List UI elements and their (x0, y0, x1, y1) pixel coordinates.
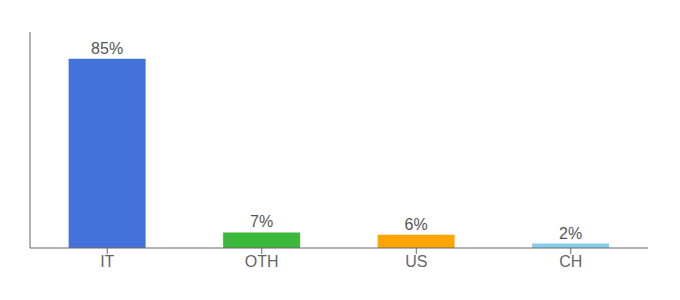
svg-text:2%: 2% (559, 225, 582, 242)
svg-text:85%: 85% (91, 40, 123, 57)
svg-text:IT: IT (100, 253, 114, 270)
svg-text:US: US (405, 253, 427, 270)
svg-text:CH: CH (559, 253, 582, 270)
svg-text:OTH: OTH (245, 253, 279, 270)
svg-text:7%: 7% (250, 213, 273, 230)
svg-text:6%: 6% (405, 216, 428, 233)
